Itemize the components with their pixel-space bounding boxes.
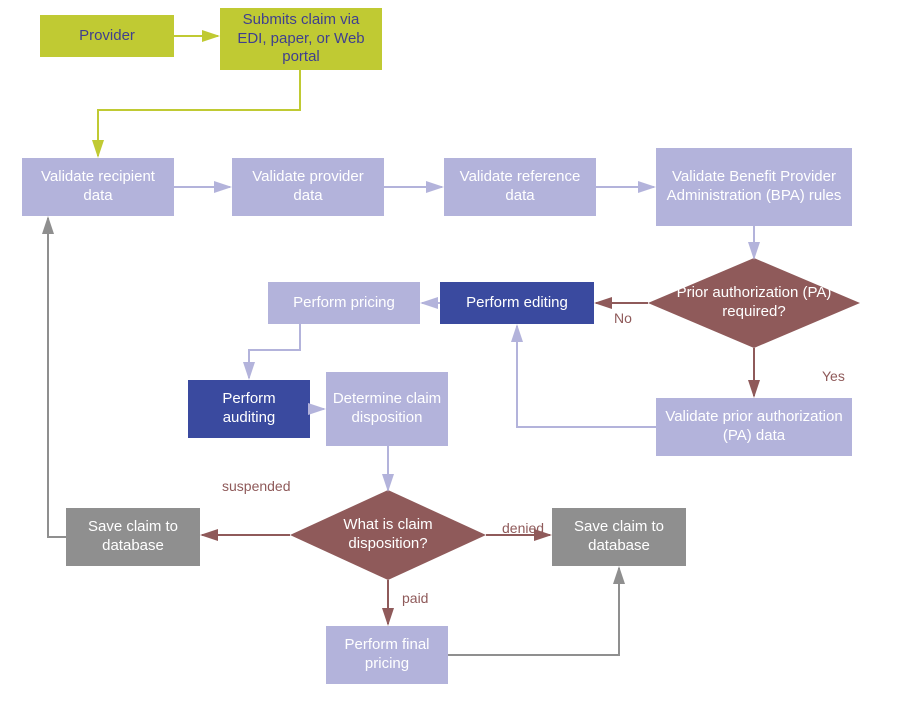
node-label: Validate Benefit Provider Administration… <box>662 168 846 206</box>
node-label: Perform editing <box>466 294 568 313</box>
node-label: Perform auditing <box>194 390 304 428</box>
node-validate-pa: Validate prior authorization (PA) data <box>656 398 852 456</box>
node-label: Submits claim via EDI, paper, or Web por… <box>227 11 375 67</box>
node-label: Validate reference data <box>450 168 590 206</box>
arrows-layer <box>0 0 898 724</box>
node-validate-reference: Validate reference data <box>444 158 596 216</box>
node-label: Provider <box>79 27 135 46</box>
edge-label-denied: denied <box>502 520 544 536</box>
node-determine: Determine claim disposition <box>326 372 448 446</box>
edge-label-no: No <box>614 310 632 326</box>
node-label: Determine claim disposition <box>332 390 442 428</box>
edge-label-suspended: suspended <box>222 478 291 494</box>
node-prior-auth: Prior authorization (PA) required? <box>648 258 860 348</box>
node-label: Save claim to database <box>72 518 194 556</box>
edge-label-yes: Yes <box>822 368 845 384</box>
node-label: Perform pricing <box>293 294 395 313</box>
node-label: Perform final pricing <box>332 636 442 674</box>
node-label: Validate provider data <box>238 168 378 206</box>
node-label: Prior authorization (PA) required? <box>648 284 860 322</box>
node-validate-provider: Validate provider data <box>232 158 384 216</box>
node-perform-pricing: Perform pricing <box>268 282 420 324</box>
node-save-left: Save claim to database <box>66 508 200 566</box>
node-perform-editing: Perform editing <box>440 282 594 324</box>
node-validate-recipient: Validate recipient data <box>22 158 174 216</box>
node-label: Save claim to database <box>558 518 680 556</box>
node-final-pricing: Perform final pricing <box>326 626 448 684</box>
edge-label-paid: paid <box>402 590 428 606</box>
node-validate-bpa: Validate Benefit Provider Administration… <box>656 148 852 226</box>
node-submits: Submits claim via EDI, paper, or Web por… <box>220 8 382 70</box>
node-label: Validate recipient data <box>28 168 168 206</box>
node-perform-auditing: Perform auditing <box>188 380 310 438</box>
node-label: Validate prior authorization (PA) data <box>662 408 846 446</box>
node-what-disp: What is claim disposition? <box>290 490 486 580</box>
node-provider: Provider <box>40 15 174 57</box>
node-label: What is claim disposition? <box>290 516 486 554</box>
node-save-right: Save claim to database <box>552 508 686 566</box>
